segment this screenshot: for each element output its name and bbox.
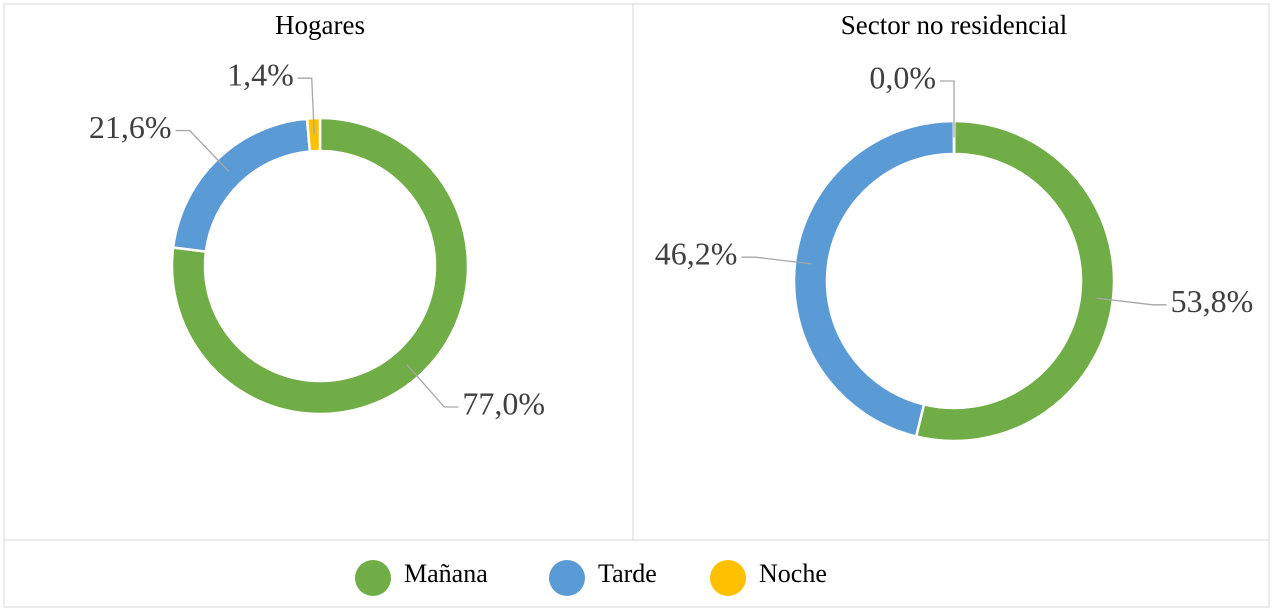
legend-label: Tarde [598, 559, 657, 588]
data-label: 77,0% [462, 385, 545, 421]
chart-title: Hogares [275, 10, 365, 40]
leader-line [297, 77, 315, 135]
leader-line [940, 80, 955, 138]
donut-segment [914, 119, 1116, 443]
leader-line [1096, 297, 1167, 306]
legend-label: Mañana [404, 559, 488, 588]
legend-marker [710, 560, 746, 596]
data-label: 21,6% [89, 109, 172, 145]
frame [3, 3, 1270, 608]
data-label: 0,0% [869, 59, 936, 95]
donut-segment [305, 116, 322, 153]
data-label: 53,8% [1171, 283, 1254, 319]
data-label: 1,4% [227, 57, 294, 93]
legend-marker [355, 560, 391, 596]
legend-marker [549, 560, 585, 596]
chart-title: Sector no residencial [841, 10, 1067, 40]
legend-label: Noche [759, 559, 827, 588]
donut-segment [170, 116, 470, 416]
leader-line [741, 256, 812, 265]
donut-segment [171, 117, 312, 253]
donut-segment [792, 119, 956, 438]
data-label: 46,2% [655, 236, 738, 272]
leader-line [175, 129, 230, 172]
leader-line [406, 364, 459, 408]
